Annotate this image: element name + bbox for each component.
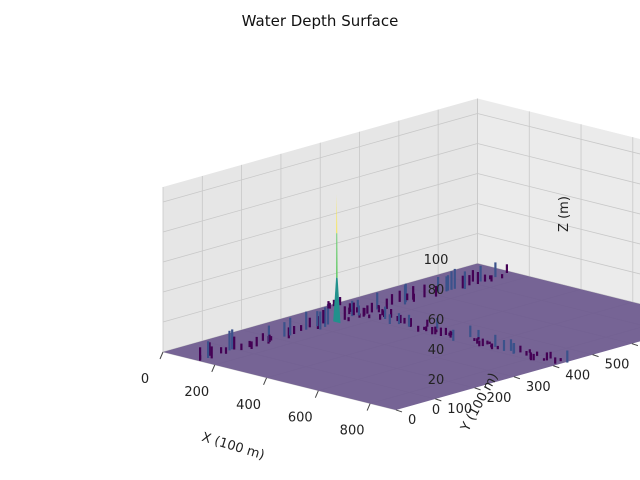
x-tick-label: 400 (236, 398, 261, 413)
y-tick-label: 200 (487, 391, 512, 406)
x-tick-mark (211, 364, 216, 373)
y-tick-label: 100 (447, 402, 472, 417)
x-tick-label: 800 (340, 424, 365, 439)
peak-top (336, 194, 338, 234)
z-gridline (162, 113, 478, 203)
x-tick-mark (159, 351, 164, 360)
y-tick-mark (435, 398, 442, 402)
z-tick-label: 60 (428, 313, 445, 328)
z-gridline (477, 113, 640, 155)
depth-surface (163, 194, 640, 410)
x-tick-mark (314, 390, 319, 398)
y-tick-label: 300 (526, 380, 551, 395)
x-tick-label: 0 (141, 372, 149, 387)
z-gridline (477, 143, 640, 185)
z-gridline (162, 233, 478, 323)
x-tick-label: 600 (288, 411, 313, 426)
z-gridline (477, 233, 640, 275)
peak-mid (336, 233, 338, 278)
y-tick-mark (474, 387, 481, 391)
y-tick-label: 400 (565, 369, 590, 384)
x-tick-label: 200 (184, 385, 209, 400)
z-gridline (477, 173, 640, 215)
z-tick-label: 0 (432, 403, 440, 418)
y-tick-label: 0 (408, 413, 416, 428)
y-tick-mark (553, 365, 560, 369)
x-tick-mark (366, 403, 371, 411)
axis-ticks: 0200400600800010020030040050060070080002… (141, 253, 639, 439)
x-tick-mark (263, 377, 268, 385)
z-tick-label: 20 (428, 373, 445, 388)
y-tick-mark (395, 409, 403, 413)
y-tick-mark (513, 376, 521, 380)
y-tick-mark (631, 343, 639, 347)
z-gridline (477, 203, 640, 245)
surface-plane (163, 263, 640, 410)
peak-base (333, 277, 341, 324)
y-tick-mark (592, 354, 599, 358)
z-gridline (162, 143, 478, 233)
chart-title: Water Depth Surface (242, 12, 399, 30)
z-gridline (162, 203, 478, 293)
z-tick-label: 80 (428, 283, 445, 298)
y-tick-label: 500 (605, 358, 630, 373)
z-gridline (162, 173, 478, 263)
back-pane (477, 98, 640, 304)
z-tick-label: 40 (428, 343, 445, 358)
z-tick-label: 100 (424, 253, 449, 268)
x-axis-label: X (100 m) (200, 430, 266, 463)
z-axis-label: Z (m) (557, 196, 572, 232)
